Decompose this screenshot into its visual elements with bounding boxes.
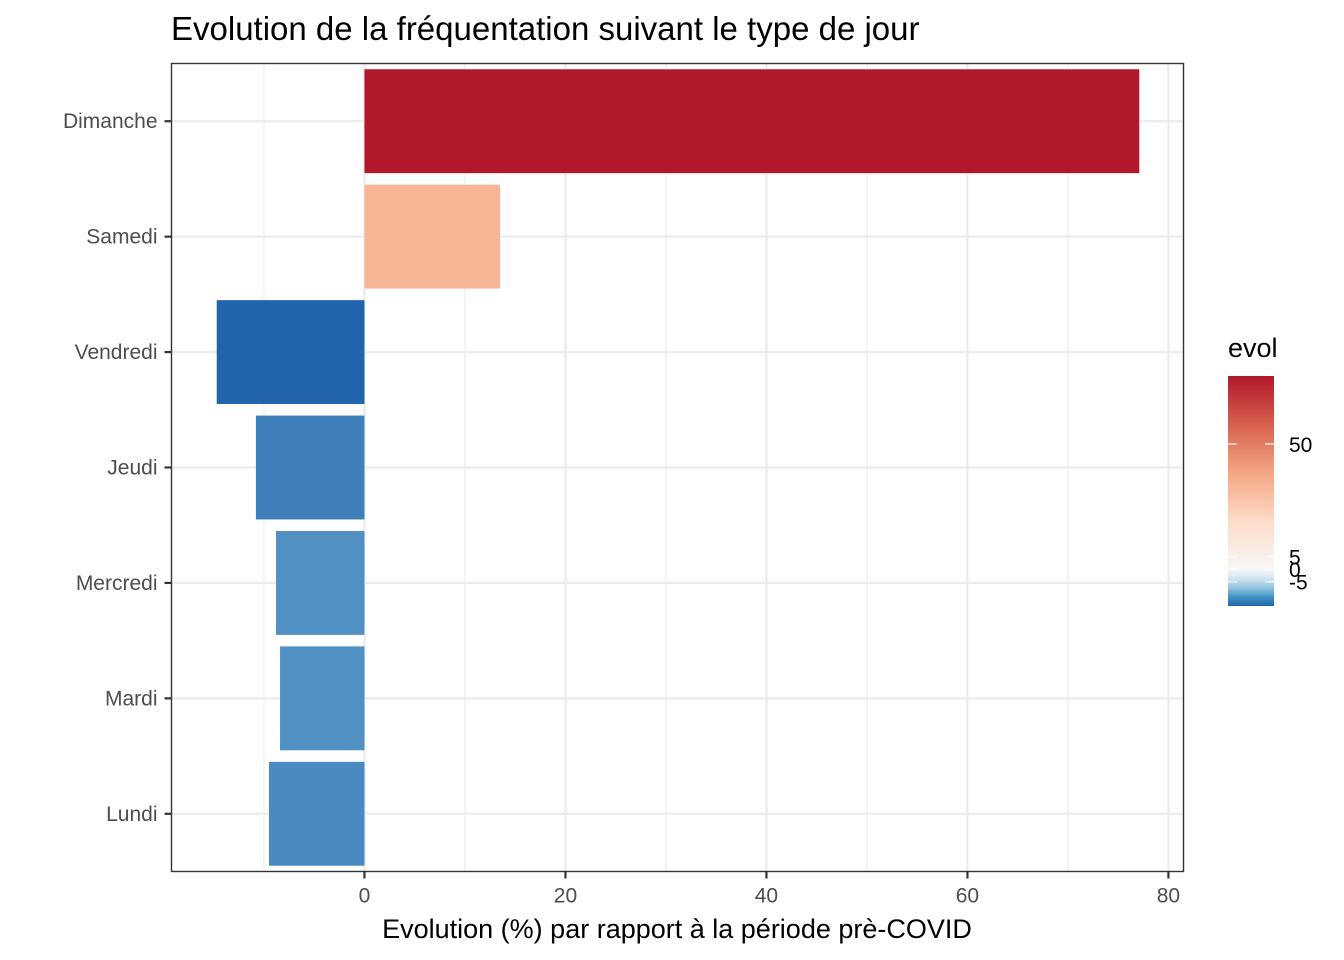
y-tick-label-vendredi: Vendredi bbox=[75, 341, 158, 364]
y-axis: Dimanche Samedi Vendredi Jeudi Mercredi Mardi… bbox=[63, 110, 172, 826]
x-tick-label: 80 bbox=[1157, 885, 1180, 908]
x-tick-label: 0 bbox=[359, 885, 371, 908]
bar-samedi bbox=[364, 184, 501, 289]
chart-title: Evolution de la fréquentation suivant le… bbox=[171, 10, 920, 47]
bar-dimanche bbox=[364, 69, 1140, 174]
bar-mardi bbox=[280, 646, 365, 751]
y-tick-label-mercredi: Mercredi bbox=[76, 572, 158, 595]
y-tick-label-lundi: Lundi bbox=[106, 803, 157, 826]
legend-label: 5 bbox=[1289, 547, 1301, 570]
legend-label: 0 bbox=[1289, 559, 1301, 582]
bar-jeudi bbox=[255, 415, 365, 520]
bar-vendredi bbox=[216, 300, 365, 405]
y-tick-label-samedi: Samedi bbox=[86, 226, 157, 249]
legend-colorbar bbox=[1228, 376, 1274, 606]
x-tick-label: 40 bbox=[755, 885, 778, 908]
bar-lundi bbox=[268, 761, 365, 866]
y-tick-label-mardi: Mardi bbox=[105, 687, 158, 710]
x-axis: 0 20 40 60 80 bbox=[359, 871, 1180, 908]
bar-mercredi bbox=[276, 530, 365, 635]
y-tick-label-dimanche: Dimanche bbox=[63, 110, 158, 133]
legend-label: 50 bbox=[1289, 434, 1312, 457]
x-axis-title: Evolution (%) par rapport à la période p… bbox=[382, 914, 972, 944]
x-tick-label: 20 bbox=[554, 885, 577, 908]
y-tick-label-jeudi: Jeudi bbox=[107, 457, 157, 480]
legend-title: evol bbox=[1228, 333, 1278, 363]
legend-label: -5 bbox=[1289, 572, 1308, 595]
bars bbox=[216, 69, 1140, 866]
x-tick-label: 60 bbox=[956, 885, 979, 908]
